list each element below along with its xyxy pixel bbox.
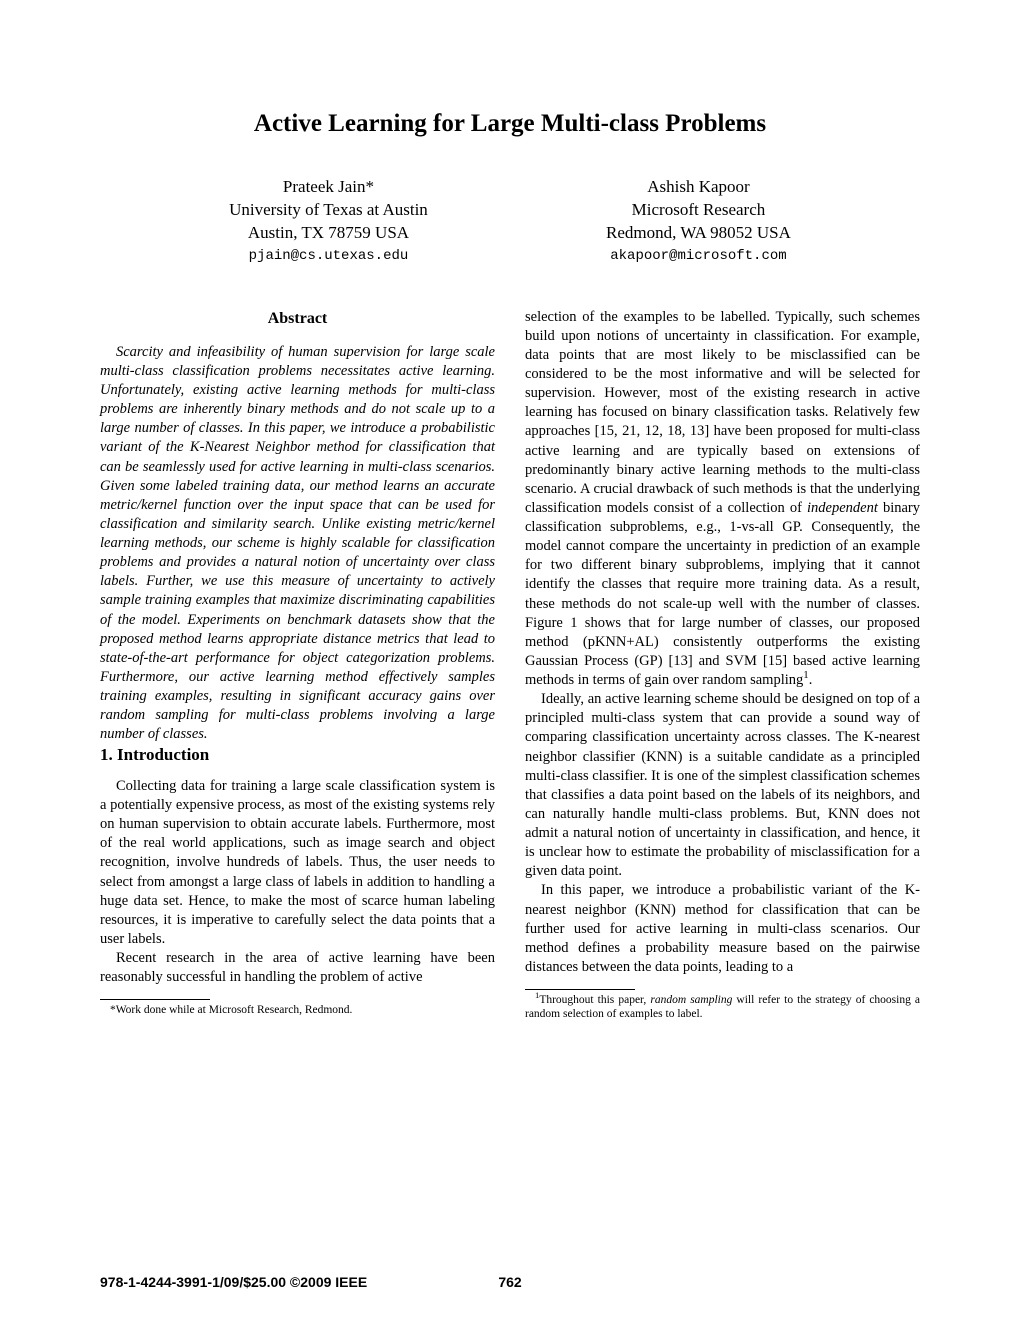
left-column: Abstract Scarcity and infeasibility of h… [100,308,495,1022]
intro-paragraph-2: Recent research in the area of active le… [100,949,495,987]
author-name-2: Ashish Kapoor [606,176,791,199]
two-column-body: Abstract Scarcity and infeasibility of h… [100,308,920,1022]
footnote-right: 1Throughout this paper, random sampling … [525,993,920,1022]
col2-paragraph-3: In this paper, we introduce a probabilis… [525,881,920,977]
col2-p1-b: binary classification subproblems, e.g.,… [525,500,920,688]
author-email-1: pjain@cs.utexas.edu [229,247,428,266]
col2-paragraph-1: selection of the examples to be labelled… [525,308,920,691]
authors-row: Prateek Jain* University of Texas at Aus… [100,176,920,266]
author-block-1: Prateek Jain* University of Texas at Aus… [229,176,428,266]
col2-paragraph-2: Ideally, an active learning scheme shoul… [525,690,920,881]
footnote-right-italic: random sampling [650,994,732,1006]
author-addr-1: Austin, TX 78759 USA [229,222,428,245]
section-1-heading: 1. Introduction [100,744,495,766]
intro-paragraph-1: Collecting data for training a large sca… [100,777,495,949]
page-number: 762 [498,1274,521,1290]
footnote-left: *Work done while at Microsoft Research, … [100,1003,495,1017]
footnote-right-a: Throughout this paper, [539,994,650,1006]
author-affil-1: University of Texas at Austin [229,199,428,222]
copyright-text: 978-1-4244-3991-1/09/$25.00 ©2009 IEEE [100,1274,367,1290]
author-block-2: Ashish Kapoor Microsoft Research Redmond… [606,176,791,266]
col2-p1-a: selection of the examples to be labelled… [525,309,920,516]
col2-p1-c: . [809,672,813,688]
abstract-heading: Abstract [100,308,495,329]
author-affil-2: Microsoft Research [606,199,791,222]
footnote-rule-left [100,999,210,1000]
footnote-rule-right [525,989,635,990]
paper-title: Active Learning for Large Multi-class Pr… [100,110,920,138]
author-email-2: akapoor@microsoft.com [606,247,791,266]
author-name-1: Prateek Jain* [229,176,428,199]
page-footer: 978-1-4244-3991-1/09/$25.00 ©2009 IEEE 7… [100,1274,920,1290]
right-column: selection of the examples to be labelled… [525,308,920,1022]
author-addr-2: Redmond, WA 98052 USA [606,222,791,245]
col2-p1-italic: independent [807,500,878,516]
abstract-text: Scarcity and infeasibility of human supe… [100,343,495,745]
